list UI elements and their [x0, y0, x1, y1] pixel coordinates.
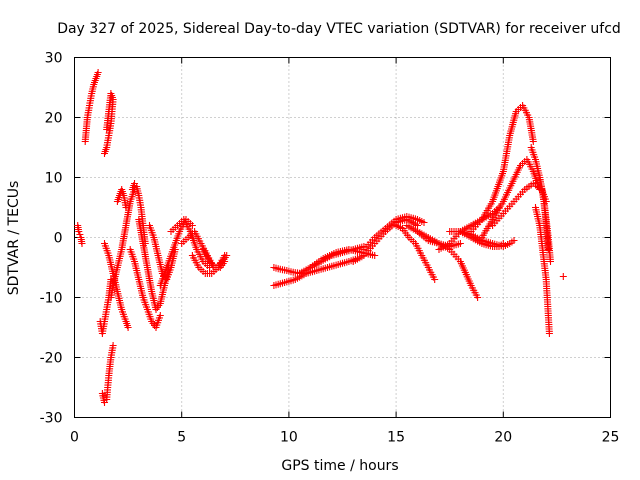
series-points — [126, 246, 164, 331]
series-points — [478, 156, 544, 241]
series-points — [467, 102, 537, 235]
series-c2 — [270, 255, 361, 289]
y-tick-label: -20 — [40, 351, 63, 367]
x-tick-label: 20 — [494, 430, 512, 446]
series-points — [349, 216, 421, 265]
data-series — [74, 69, 567, 406]
series-points — [270, 255, 361, 289]
series-a4 — [98, 342, 117, 406]
series-points — [81, 69, 102, 145]
grid-lines — [74, 57, 611, 418]
series-points — [74, 222, 86, 247]
series-b3 — [113, 186, 130, 211]
series-points — [107, 186, 138, 301]
series-g2 — [532, 204, 553, 337]
series-b2 — [107, 186, 138, 301]
series-g3 — [536, 174, 554, 265]
axis-ticks: 0 5 10 15 20 25 30 20 10 0 -10 -20 -30 — [40, 51, 620, 446]
chart-title: Day 327 of 2025, Sidereal Day-to-day VTE… — [57, 21, 621, 37]
series-a2 — [81, 69, 102, 145]
y-tick-label: 10 — [45, 171, 63, 187]
y-tick-label: 0 — [54, 231, 63, 247]
y-tick-label: 30 — [45, 51, 63, 67]
series-points — [306, 246, 379, 271]
series-points — [559, 273, 567, 280]
x-tick-label: 5 — [177, 430, 186, 446]
x-tick-label: 10 — [280, 430, 298, 446]
series-points — [360, 213, 428, 253]
series-f1 — [467, 102, 537, 235]
series-points — [98, 342, 117, 406]
series-f2 — [478, 156, 544, 241]
series-b5 — [126, 246, 164, 331]
series-points — [536, 174, 554, 265]
series-a3 — [101, 90, 117, 157]
x-tick-label: 15 — [387, 430, 405, 446]
series-c5 — [349, 216, 421, 265]
series-b12 — [199, 246, 231, 271]
y-tick-label: -30 — [40, 411, 63, 427]
y-axis-label: SDTVAR / TECUs — [6, 181, 22, 296]
series-g4 — [559, 273, 567, 280]
series-points — [199, 246, 231, 271]
x-tick-label: 0 — [70, 430, 79, 446]
series-points — [113, 186, 130, 211]
series-d1 — [392, 222, 439, 283]
y-tick-label: 20 — [45, 111, 63, 127]
x-axis-label: GPS time / hours — [281, 458, 398, 474]
series-c6 — [360, 213, 428, 253]
series-points — [392, 222, 439, 283]
series-c4 — [306, 246, 379, 271]
series-points — [532, 204, 553, 337]
y-tick-label: -10 — [40, 291, 63, 307]
series-points — [101, 90, 117, 157]
series-a1 — [74, 222, 86, 247]
x-tick-label: 25 — [602, 430, 620, 446]
